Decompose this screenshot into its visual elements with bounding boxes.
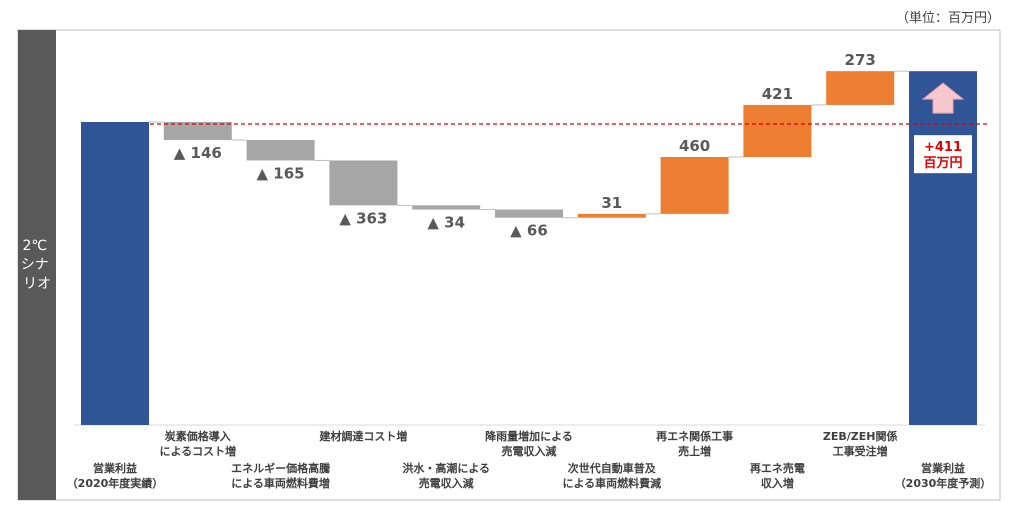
value-label: ▲ 66 [510,222,548,240]
value-label: 460 [679,137,710,155]
bar-total [81,122,149,425]
category-label-line: 売上増 [678,444,711,458]
category-label-line: 収入増 [761,476,794,490]
category-label-line: エネルギー価格高騰 [231,461,330,475]
value-label: 31 [601,194,622,212]
category-label: エネルギー価格高騰による車両燃料費増 [231,461,330,490]
bar-decrease [495,209,563,218]
category-label-line: 売電収入減 [502,444,557,458]
scenario-panel [18,30,56,500]
value-label: 273 [845,51,876,69]
up-arrow-icon [921,82,965,114]
category-label: 建材調達コスト増 [319,429,407,443]
bar-total [909,71,977,426]
category-label-line: 降雨量増加による [485,429,573,443]
scenario-label-line-3: リオ [23,276,51,292]
category-label-line: 再エネ売電 [750,461,805,475]
value-label: ▲ 146 [174,144,222,162]
scenario-label: 2℃ シナ リオ [21,238,53,292]
category-label-line: 再エネ関係工事 [656,429,733,443]
category-label-line: によるコスト増 [159,444,236,458]
category-label-line: 炭素価格導入 [165,429,231,443]
category-label-line: による車両燃料費増 [231,476,330,490]
category-label-line: 売電収入減 [419,476,474,490]
category-label: 降雨量増加による売電収入減 [485,429,573,458]
category-label-line: 営業利益 [921,461,965,475]
delta-label-line: +411 [924,140,962,155]
value-label: 421 [762,85,793,103]
unit-label: （単位：百万円） [896,10,1000,26]
category-label-line: 洪水・高潮による [402,461,490,475]
category-label: 営業利益（2030年度予測） [895,461,992,490]
category-label-line: による車両燃料費減 [562,476,661,490]
bar-increase [660,156,729,214]
delta-label: +411 百万円 [923,140,962,171]
category-label-line: （2030年度予測） [895,476,992,490]
bar-decrease [246,140,315,161]
scenario-label-line-1: 2℃ [22,238,47,254]
scenario-label-line-2: シナ [21,257,49,273]
category-label-line: 次世代自動車普及 [568,461,657,475]
value-label: ▲ 165 [257,164,305,182]
bar-decrease [412,205,481,210]
category-label: 営業利益（2020年度実績） [67,461,164,490]
category-label-line: （2020年度実績） [67,476,164,490]
bar-increase [577,213,646,218]
value-label: ▲ 363 [339,209,387,227]
chart-marks [81,70,988,426]
category-label-line: 建材調達コスト増 [319,429,407,443]
category-label: 炭素価格導入によるコスト増 [159,429,236,458]
bar-increase [826,71,895,105]
delta-label-line: 百万円 [923,156,962,171]
value-label: ▲ 34 [427,214,465,232]
bar-decrease [163,122,232,141]
bar-increase [743,104,812,157]
category-label: 次世代自動車普及による車両燃料費減 [562,461,661,490]
bar-decrease [329,160,398,206]
category-label-line: ZEB/ZEH関係 [823,429,898,443]
category-label: 再エネ関係工事売上増 [656,429,733,458]
category-label: 再エネ売電収入増 [750,461,805,490]
delta-box [914,135,972,174]
category-label: ZEB/ZEH関係工事受注増 [823,429,898,458]
category-label: 洪水・高潮による売電収入減 [402,461,490,490]
category-label-line: 工事受注増 [833,444,888,458]
category-label-line: 営業利益 [93,461,137,475]
